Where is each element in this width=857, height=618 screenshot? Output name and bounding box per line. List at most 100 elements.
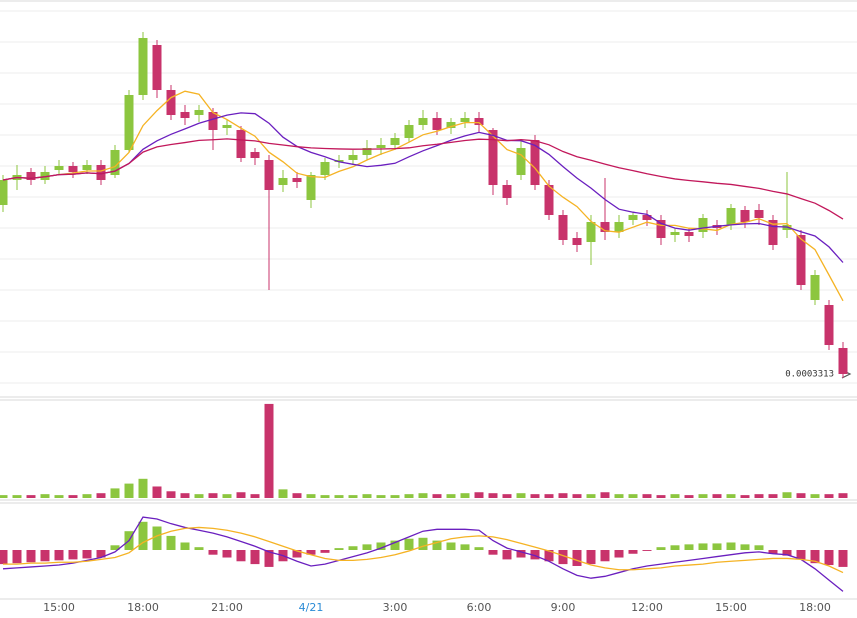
- macd-bar: [306, 550, 316, 555]
- volume-bar: [712, 494, 722, 498]
- macd-bar: [390, 540, 400, 550]
- volume-bar: [726, 494, 736, 498]
- volume-bar: [152, 486, 162, 498]
- candle-body: [180, 112, 190, 118]
- macd-bar: [404, 538, 414, 550]
- candle-body: [824, 305, 834, 345]
- moving-average-line: [2, 138, 844, 220]
- macd-bar: [236, 550, 246, 562]
- volume-bar: [446, 494, 456, 498]
- candle-body: [446, 122, 456, 128]
- candle-body: [488, 130, 498, 185]
- volume-bar: [110, 488, 120, 498]
- volume-bar: [292, 493, 302, 498]
- volume-bar: [278, 489, 288, 498]
- candle-body: [236, 130, 246, 158]
- volume-bar: [180, 493, 190, 498]
- candle-body: [404, 125, 414, 138]
- macd-bar: [824, 550, 834, 566]
- volume-bar: [124, 483, 134, 498]
- x-tick-label: 18:00: [127, 601, 159, 614]
- macd-bar: [334, 548, 344, 550]
- volume-bar: [0, 495, 8, 498]
- volume-bar: [656, 495, 666, 498]
- candle-body: [474, 118, 484, 125]
- moving-average-line: [2, 90, 844, 302]
- moving-average-line: [2, 112, 844, 263]
- macd-bar: [656, 547, 666, 550]
- volume-bar: [12, 495, 22, 498]
- macd-bar: [110, 545, 120, 550]
- volume-bar: [264, 403, 274, 498]
- macd-bar: [446, 542, 456, 550]
- candle-body: [754, 210, 764, 218]
- volume-bar: [166, 491, 176, 498]
- macd-bar: [516, 550, 526, 558]
- macd-bar: [642, 550, 652, 551]
- candle-body: [138, 38, 148, 95]
- volume-bar: [236, 492, 246, 498]
- candle-body: [292, 178, 302, 182]
- candle-body: [26, 172, 36, 180]
- candle-body: [418, 118, 428, 125]
- macd-bar: [838, 550, 848, 567]
- x-tick-label: 15:00: [43, 601, 75, 614]
- macd-dea-line: [3, 526, 844, 574]
- volume-bar: [572, 494, 582, 498]
- candle-body: [460, 118, 470, 122]
- x-tick-label: 21:00: [211, 601, 243, 614]
- candle-body: [614, 222, 624, 232]
- candle-body: [726, 208, 736, 225]
- volume-bar: [754, 494, 764, 498]
- volume-bar: [250, 494, 260, 498]
- macd-bar: [460, 544, 470, 550]
- x-tick-label: 18:00: [799, 601, 831, 614]
- macd-bar: [502, 550, 512, 560]
- candle-body: [684, 232, 694, 236]
- macd-bar: [712, 543, 722, 550]
- candle-body: [334, 160, 344, 162]
- volume-bar: [628, 494, 638, 498]
- candle-body: [432, 118, 442, 130]
- macd-bar: [166, 535, 176, 550]
- volume-bar: [838, 493, 848, 498]
- volume-bar: [404, 494, 414, 498]
- macd-bar: [222, 550, 232, 558]
- volume-bar: [586, 494, 596, 498]
- macd-bar: [432, 540, 442, 550]
- macd-bar: [754, 545, 764, 550]
- macd-bar: [152, 526, 162, 550]
- candle-body: [530, 140, 540, 185]
- macd-bar: [348, 546, 358, 550]
- volume-bar: [698, 494, 708, 498]
- volume-bar: [390, 495, 400, 498]
- macd-bar: [488, 550, 498, 555]
- volume-bar: [488, 493, 498, 498]
- candle-body: [306, 175, 316, 200]
- candle-body: [362, 148, 372, 155]
- volume-bar: [768, 494, 778, 498]
- macd-bar: [362, 544, 372, 550]
- macd-dif-line: [2, 516, 844, 592]
- volume-bar: [334, 495, 344, 498]
- candle-body: [390, 138, 400, 145]
- macd-bar: [614, 550, 624, 558]
- candle-body: [656, 220, 666, 238]
- candle-body: [250, 152, 260, 158]
- macd-bar: [292, 550, 302, 558]
- candle-body: [628, 215, 638, 220]
- volume-bar: [684, 495, 694, 498]
- macd-bar: [264, 550, 274, 567]
- volume-bar: [68, 495, 78, 498]
- macd-bar: [194, 547, 204, 550]
- volume-bar: [222, 494, 232, 498]
- x-tick-label: 4/21: [299, 601, 324, 614]
- volume-bar: [474, 492, 484, 498]
- volume-bar: [320, 495, 330, 498]
- candle-body: [110, 150, 120, 175]
- candle-body: [208, 112, 218, 130]
- candle-body: [124, 95, 134, 150]
- candle-body: [838, 348, 848, 374]
- volume-bar: [740, 495, 750, 498]
